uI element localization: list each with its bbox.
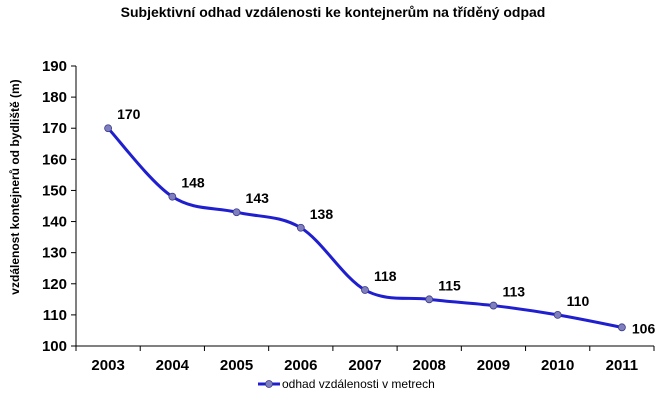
data-label: 110 bbox=[567, 293, 590, 309]
x-tick-label: 2003 bbox=[91, 357, 124, 374]
data-point-marker bbox=[232, 208, 241, 217]
data-label: 115 bbox=[438, 277, 461, 293]
x-tick-label: 2008 bbox=[413, 357, 446, 374]
data-label: 118 bbox=[374, 268, 397, 284]
data-point-marker bbox=[168, 192, 177, 201]
x-tick-group: 2003 2004 2005 2006 2007 2008 2009 2010 2011 bbox=[75, 346, 655, 374]
data-label: 170 bbox=[117, 106, 141, 122]
y-tick-label: 160 bbox=[42, 151, 67, 168]
x-tick-label: 2007 bbox=[348, 357, 381, 374]
x-tick-label: 2010 bbox=[541, 357, 574, 374]
data-label: 113 bbox=[502, 284, 525, 300]
marker-group bbox=[104, 124, 626, 332]
y-tick-label: 140 bbox=[42, 214, 67, 231]
legend-label: odhad vzdálenosti v metrech bbox=[282, 377, 435, 391]
y-tick-label: 110 bbox=[43, 307, 67, 324]
data-label: 138 bbox=[310, 206, 334, 222]
data-label-group: 170 148 143 138 118 115 113 110 106 bbox=[117, 106, 655, 336]
x-tick-label: 2006 bbox=[284, 357, 317, 374]
data-point-marker bbox=[617, 323, 626, 332]
data-point-marker bbox=[489, 301, 498, 310]
data-point-marker bbox=[361, 286, 369, 294]
chart-title: Subjektivní odhad vzdálenosti ke kontejn… bbox=[121, 4, 546, 20]
y-tick-label: 170 bbox=[42, 120, 67, 137]
data-label: 143 bbox=[246, 190, 270, 206]
y-tick-label: 100 bbox=[42, 338, 67, 355]
legend-marker-swatch bbox=[265, 380, 273, 388]
data-point-marker bbox=[104, 124, 113, 133]
x-tick-label: 2009 bbox=[477, 357, 510, 374]
y-tick-label: 120 bbox=[42, 276, 67, 293]
y-tick-label: 150 bbox=[42, 182, 67, 199]
x-tick-label: 2005 bbox=[220, 357, 253, 374]
data-point-marker bbox=[425, 295, 434, 304]
y-tick-label: 130 bbox=[42, 245, 67, 262]
y-tick-label: 190 bbox=[42, 58, 67, 75]
data-point-marker bbox=[296, 223, 305, 232]
data-label: 106 bbox=[632, 320, 656, 336]
data-point-marker bbox=[553, 310, 562, 319]
y-tick-label: 180 bbox=[42, 89, 67, 106]
x-tick-label: 2004 bbox=[156, 357, 190, 374]
series-line bbox=[107, 127, 623, 329]
data-label: 148 bbox=[181, 175, 205, 191]
legend: odhad vzdálenosti v metrech bbox=[258, 377, 435, 391]
y-axis-label: vzdálenost kontejnerů od bydliště (m) bbox=[8, 79, 22, 294]
x-tick-label: 2011 bbox=[606, 357, 639, 374]
y-tick-group: 100 110 120 130 140 150 160 170 180 190 bbox=[42, 58, 76, 355]
